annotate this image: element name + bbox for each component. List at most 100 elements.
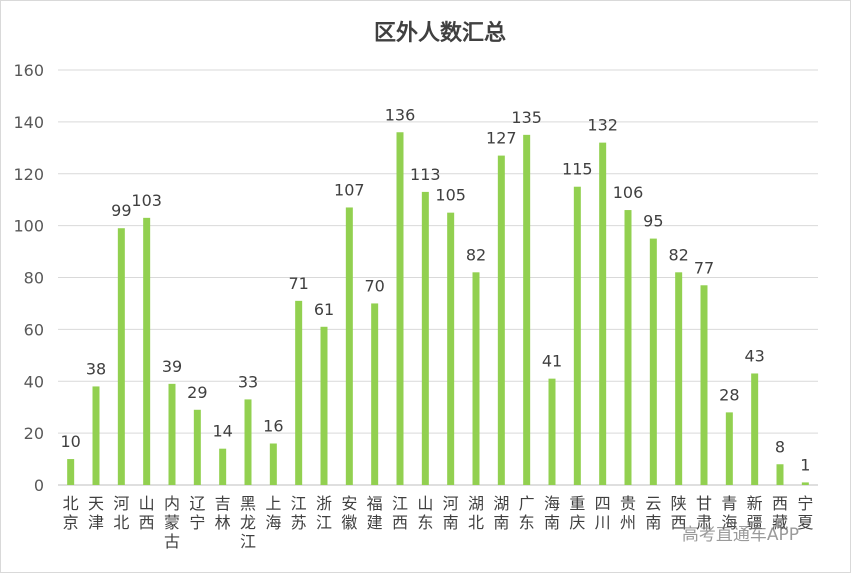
data-label-黑龙江: 33 xyxy=(238,372,258,391)
data-label-湖南: 127 xyxy=(486,129,517,148)
x-tick-label-江苏-0: 江 xyxy=(291,494,307,513)
bar-黑龙江 xyxy=(244,399,252,485)
y-tick-label: 160 xyxy=(13,61,44,80)
y-tick-label: 120 xyxy=(13,165,44,184)
data-label-安徽: 107 xyxy=(334,180,365,199)
data-label-天津: 38 xyxy=(86,359,106,378)
bar-云南 xyxy=(649,238,657,485)
x-tick-label-甘肃-0: 甘 xyxy=(696,494,712,513)
x-tick-label-河北-0: 河 xyxy=(113,494,129,513)
x-tick-label-辽宁-1: 宁 xyxy=(189,513,205,532)
data-label-山西: 103 xyxy=(131,191,162,210)
data-label-河南: 105 xyxy=(435,186,466,205)
x-tick-label-天津-1: 津 xyxy=(88,513,104,532)
x-tick-label-河南-0: 河 xyxy=(443,494,459,513)
bar-海南 xyxy=(548,378,556,485)
x-tick-label-新疆-0: 新 xyxy=(747,494,763,513)
y-tick-label: 40 xyxy=(24,372,44,391)
data-label-新疆: 43 xyxy=(744,346,764,365)
data-label-山东: 113 xyxy=(410,165,441,184)
x-tick-label-安徽-1: 徽 xyxy=(341,513,357,532)
x-tick-label-四川-0: 四 xyxy=(595,494,611,513)
data-label-海南: 41 xyxy=(542,352,562,371)
y-tick-label: 0 xyxy=(34,476,44,495)
x-tick-label-河南-1: 南 xyxy=(443,513,459,532)
x-tick-label-西藏-1: 藏 xyxy=(772,513,788,532)
x-tick-label-陕西-1: 西 xyxy=(671,513,687,532)
data-label-辽宁: 29 xyxy=(187,383,207,402)
data-label-四川: 132 xyxy=(587,116,618,135)
bar-西藏 xyxy=(776,464,784,485)
bar-北京 xyxy=(67,459,75,485)
x-tick-label-上海-0: 上 xyxy=(265,494,281,513)
bar-辽宁 xyxy=(193,409,201,485)
x-tick-label-湖南-1: 南 xyxy=(493,513,509,532)
data-label-浙江: 61 xyxy=(314,300,334,319)
x-tick-label-吉林-1: 林 xyxy=(215,513,231,532)
x-tick-label-重庆-0: 重 xyxy=(569,494,585,513)
bar-河北 xyxy=(117,228,125,485)
bar-贵州 xyxy=(624,210,632,485)
x-tick-label-云南-1: 南 xyxy=(645,513,661,532)
x-tick-label-山西-1: 西 xyxy=(139,513,155,532)
bar-山西 xyxy=(143,217,151,485)
x-tick-label-河北-1: 北 xyxy=(113,513,129,532)
bar-天津 xyxy=(92,386,100,485)
bar-湖南 xyxy=(497,155,505,485)
bar-湖北 xyxy=(472,272,480,485)
data-label-湖北: 82 xyxy=(466,245,486,264)
x-tick-label-浙江-1: 江 xyxy=(316,513,332,532)
bar-安徽 xyxy=(345,207,353,485)
data-label-广东: 135 xyxy=(511,108,542,127)
data-label-贵州: 106 xyxy=(613,183,644,202)
x-tick-label-湖北-1: 北 xyxy=(468,513,484,532)
x-tick-label-广东-1: 东 xyxy=(519,513,535,532)
x-tick-label-云南-0: 云 xyxy=(645,494,661,513)
bar-重庆 xyxy=(573,186,581,485)
bar-江西 xyxy=(396,132,404,485)
x-tick-label-重庆-1: 庆 xyxy=(569,513,585,532)
bar-陕西 xyxy=(675,272,683,485)
watermark: 高考直通车APP xyxy=(681,525,799,545)
x-tick-label-山东-1: 东 xyxy=(417,513,433,532)
data-label-上海: 16 xyxy=(263,417,283,436)
data-label-宁夏: 1 xyxy=(800,455,810,474)
y-tick-label: 60 xyxy=(24,320,44,339)
bar-甘肃 xyxy=(700,285,708,485)
bar-山东 xyxy=(421,191,429,485)
x-tick-label-贵州-1: 州 xyxy=(620,513,636,532)
bar-新疆 xyxy=(751,373,759,485)
x-tick-label-上海-1: 海 xyxy=(265,513,281,532)
data-label-甘肃: 77 xyxy=(694,258,714,277)
x-tick-label-福建-0: 福 xyxy=(367,494,383,513)
bar-吉林 xyxy=(219,448,227,485)
x-tick-label-江西-1: 西 xyxy=(392,513,408,532)
x-tick-label-黑龙江-2: 江 xyxy=(240,532,256,551)
data-label-云南: 95 xyxy=(643,212,663,231)
x-tick-label-四川-1: 川 xyxy=(595,513,611,532)
x-tick-label-江苏-1: 苏 xyxy=(291,513,307,532)
bar-四川 xyxy=(599,142,607,485)
data-label-陕西: 82 xyxy=(668,245,688,264)
bar-河南 xyxy=(447,212,455,485)
x-tick-label-福建-1: 建 xyxy=(367,513,383,532)
bar-广东 xyxy=(523,134,531,485)
y-tick-label: 140 xyxy=(13,113,44,132)
x-tick-label-湖北-0: 湖 xyxy=(468,494,484,513)
x-tick-label-山东-0: 山 xyxy=(417,494,433,513)
x-tick-label-黑龙江-1: 龙 xyxy=(240,513,256,532)
x-tick-label-宁夏-0: 宁 xyxy=(797,494,813,513)
x-tick-label-海南-1: 南 xyxy=(544,513,560,532)
x-tick-label-北京-1: 京 xyxy=(63,513,79,532)
x-tick-label-江西-0: 江 xyxy=(392,494,408,513)
data-label-重庆: 115 xyxy=(562,160,593,179)
x-tick-label-北京-0: 北 xyxy=(63,494,79,513)
x-tick-label-黑龙江-0: 黑 xyxy=(240,494,256,513)
x-tick-label-甘肃-1: 肃 xyxy=(696,513,712,532)
x-tick-label-天津-0: 天 xyxy=(88,494,104,513)
x-tick-label-浙江-0: 浙 xyxy=(316,494,332,513)
y-tick-label: 80 xyxy=(24,269,44,288)
data-label-河北: 99 xyxy=(111,201,131,220)
x-tick-label-陕西-0: 陕 xyxy=(671,494,687,513)
